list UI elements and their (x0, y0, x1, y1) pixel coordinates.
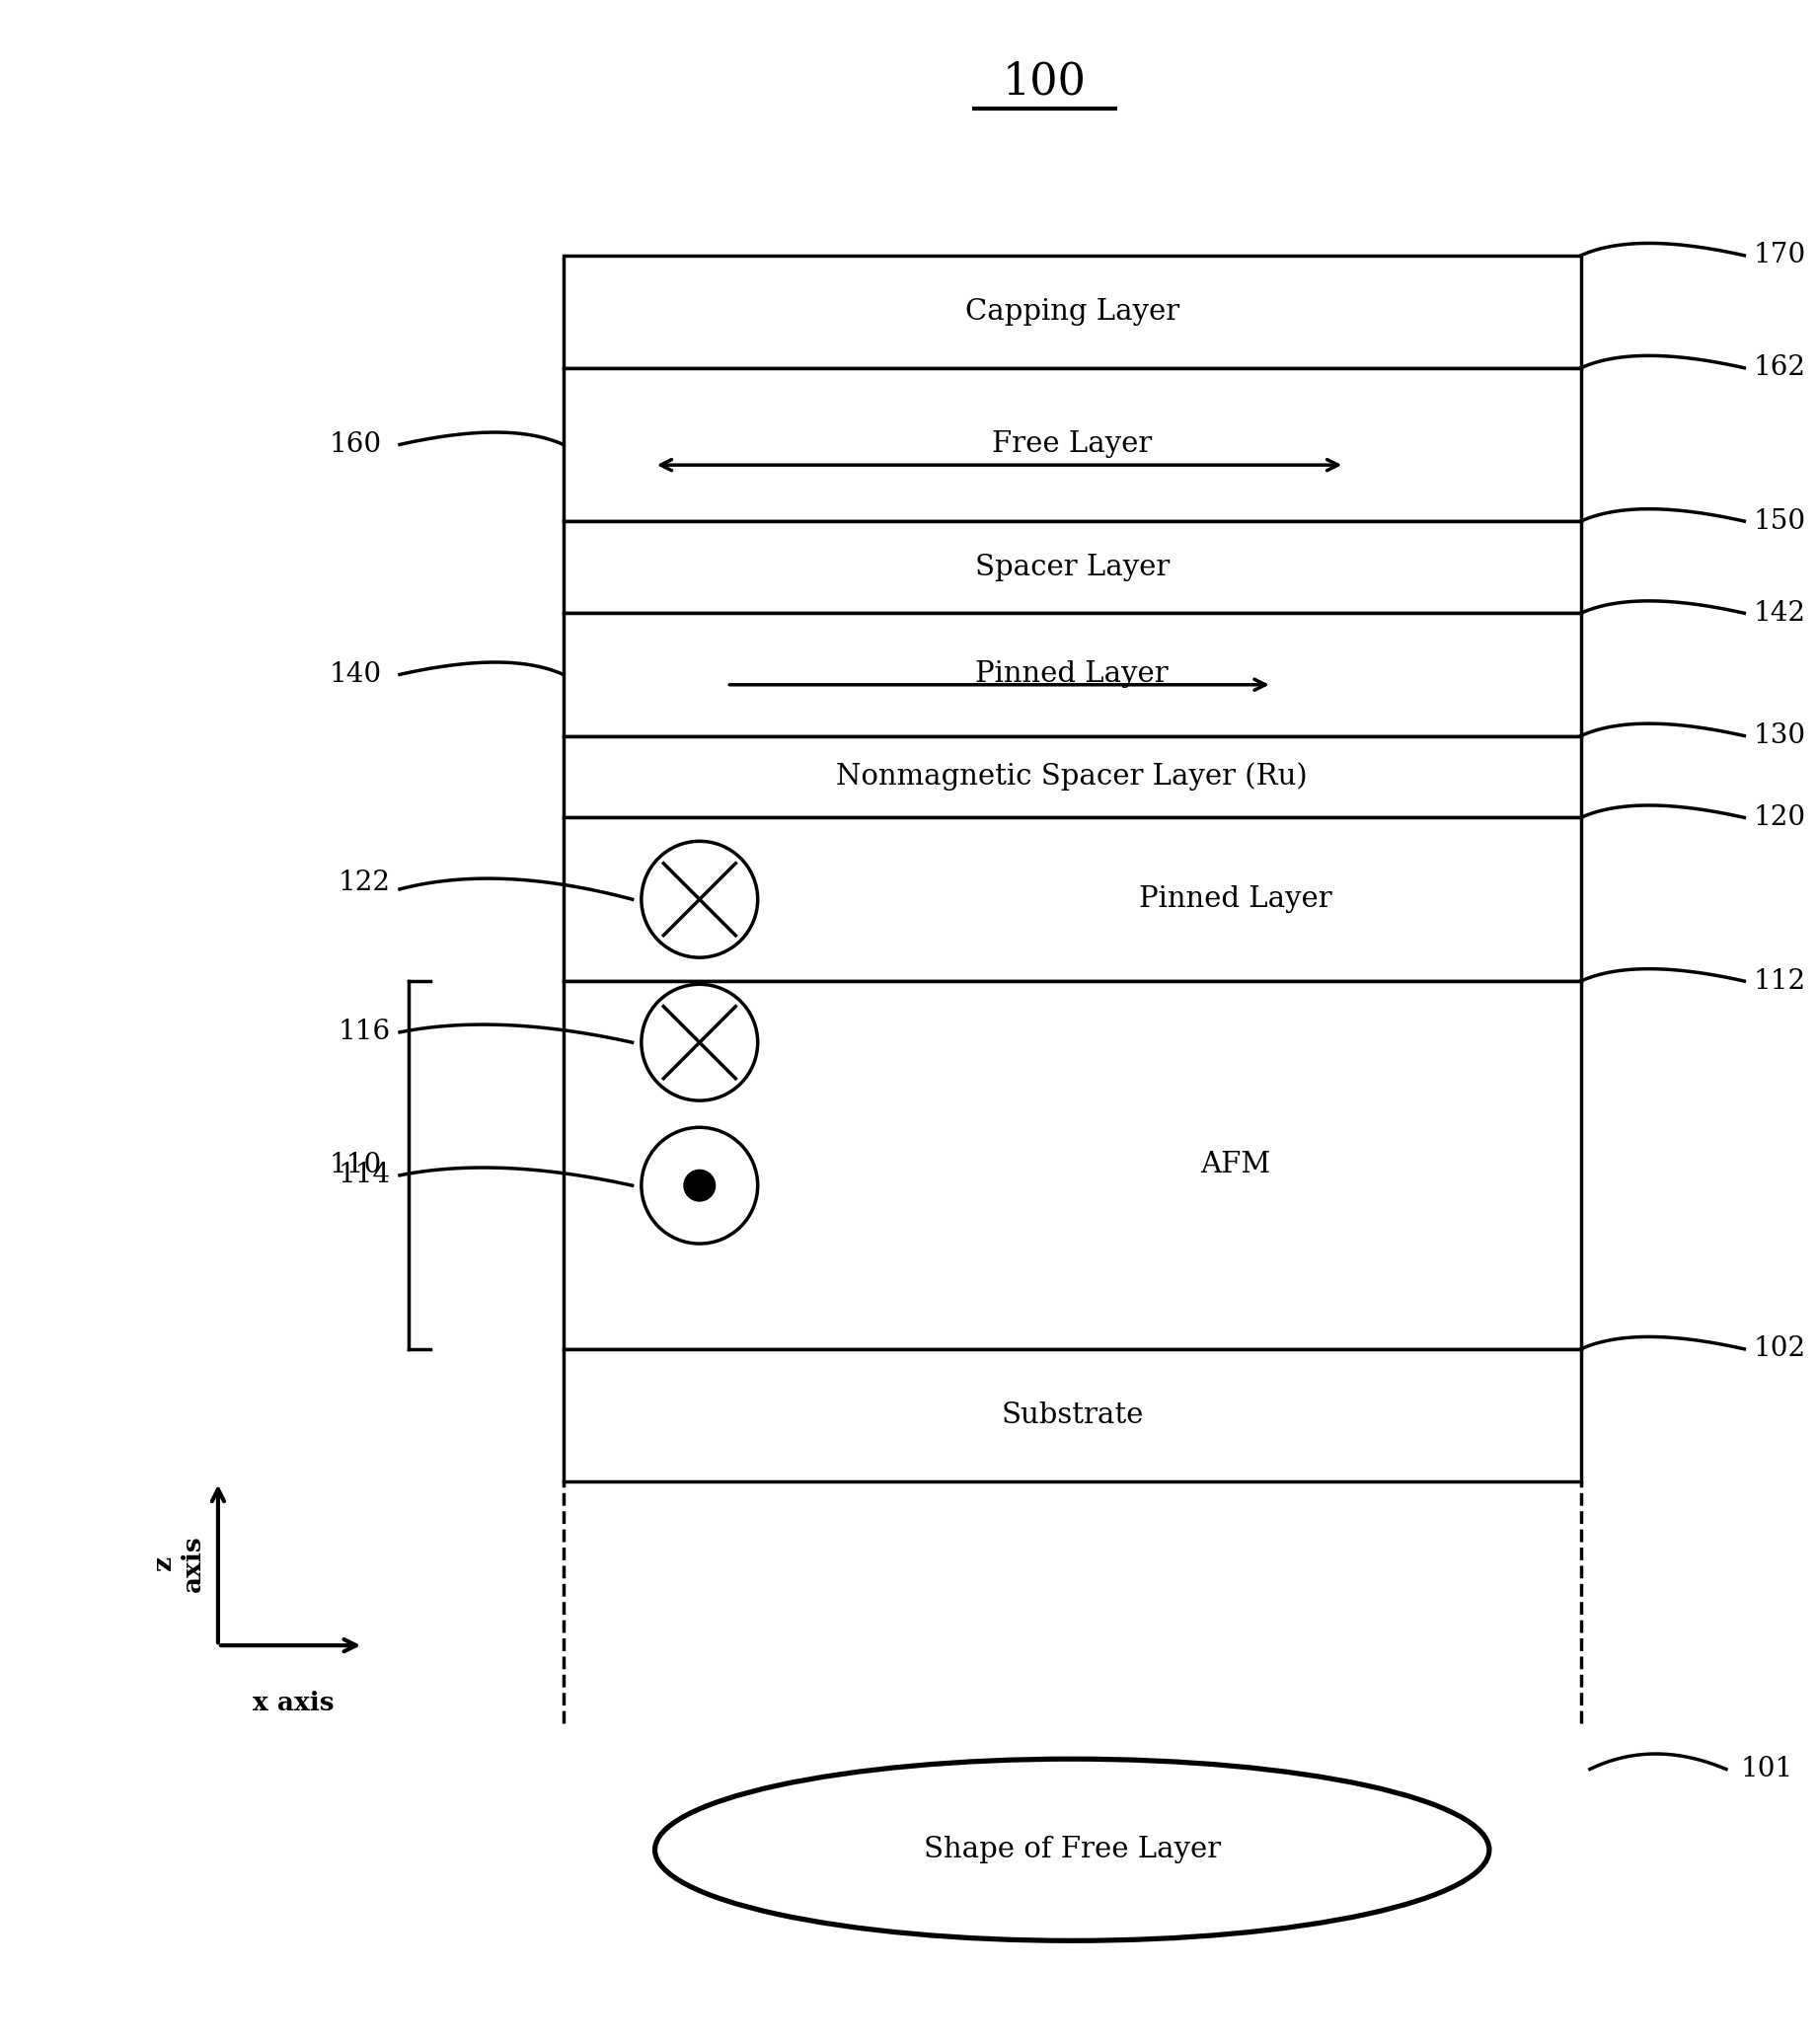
Text: 130: 130 (1753, 722, 1806, 750)
Text: Capping Layer: Capping Layer (965, 298, 1179, 325)
Text: 112: 112 (1753, 967, 1806, 995)
Bar (563, 818, 1581, 981)
Text: 114: 114 (338, 1161, 391, 1190)
Text: 101: 101 (1741, 1756, 1793, 1782)
Text: 160: 160 (329, 431, 382, 458)
Text: 116: 116 (338, 1018, 391, 1047)
Text: z
axis: z axis (151, 1535, 205, 1592)
Text: 170: 170 (1753, 241, 1806, 270)
Text: 120: 120 (1753, 803, 1806, 832)
Ellipse shape (641, 1128, 758, 1243)
Bar (563, 256, 1581, 368)
Text: 140: 140 (329, 660, 382, 689)
Text: 100: 100 (1003, 61, 1087, 102)
Text: 142: 142 (1753, 599, 1806, 628)
Text: 110: 110 (329, 1151, 382, 1179)
Bar (563, 368, 1581, 521)
Ellipse shape (654, 1760, 1490, 1940)
Text: Nonmagnetic Spacer Layer (Ru): Nonmagnetic Spacer Layer (Ru) (836, 762, 1308, 791)
Bar (563, 981, 1581, 1349)
Text: Shape of Free Layer: Shape of Free Layer (923, 1836, 1221, 1864)
Bar (563, 613, 1581, 736)
Bar (563, 521, 1581, 613)
Text: 102: 102 (1753, 1335, 1806, 1363)
Text: Free Layer: Free Layer (992, 431, 1152, 458)
Text: 162: 162 (1753, 354, 1806, 382)
Text: 150: 150 (1753, 507, 1806, 536)
Bar (563, 1349, 1581, 1482)
Text: AFM: AFM (1201, 1151, 1270, 1179)
Text: Substrate: Substrate (1001, 1402, 1143, 1429)
Text: 122: 122 (338, 869, 391, 897)
Bar (563, 736, 1581, 818)
Text: x axis: x axis (253, 1690, 334, 1715)
Text: Pinned Layer: Pinned Layer (976, 660, 1168, 689)
Ellipse shape (641, 842, 758, 957)
Text: Pinned Layer: Pinned Layer (1139, 885, 1332, 914)
Ellipse shape (683, 1169, 716, 1202)
Text: Spacer Layer: Spacer Layer (974, 554, 1170, 580)
Ellipse shape (641, 985, 758, 1100)
